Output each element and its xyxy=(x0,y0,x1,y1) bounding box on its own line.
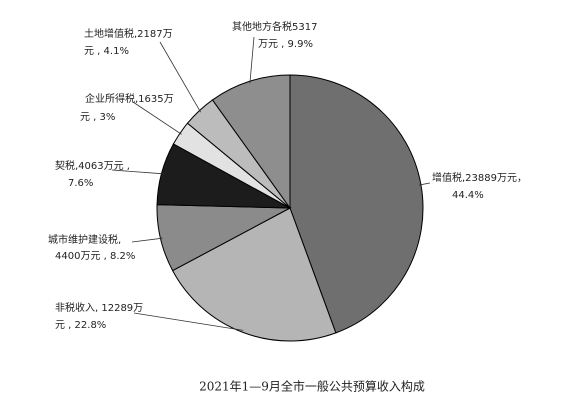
pie-slice xyxy=(171,207,337,342)
data-label: 元 , 22.8% xyxy=(55,320,106,331)
data-label: 增值税,23889万元， xyxy=(432,171,527,184)
data-label: 企业所得税,1635万 xyxy=(85,92,174,105)
pie-slice xyxy=(211,74,291,210)
leader-line xyxy=(159,41,201,113)
data-label: 元 , 3% xyxy=(80,112,115,123)
leader-line xyxy=(133,312,244,331)
data-label: 4400万元 , 8.2% xyxy=(55,251,135,262)
leader-line xyxy=(131,237,163,243)
data-label: 元 , 4.1% xyxy=(84,46,129,57)
leader-line xyxy=(249,36,255,84)
leader-line xyxy=(132,101,182,135)
data-label: 万元 , 9.9% xyxy=(258,39,313,50)
data-label: 7.6% xyxy=(68,178,93,189)
leader-line xyxy=(111,169,164,175)
leader-line xyxy=(418,182,431,186)
data-label: 契税,4063万元 , xyxy=(55,159,130,172)
data-label: 城市维护建设税, xyxy=(48,233,121,246)
chart-title: 2021年1—9月全市一般公共预算收入构成 xyxy=(199,379,425,394)
data-label: 非税收入, 12289万 xyxy=(55,301,143,314)
data-label: 44.4% xyxy=(452,190,484,201)
data-label: 其他地方各税5317 xyxy=(232,20,317,33)
data-label: 土地增值税,2187万 xyxy=(84,27,173,40)
